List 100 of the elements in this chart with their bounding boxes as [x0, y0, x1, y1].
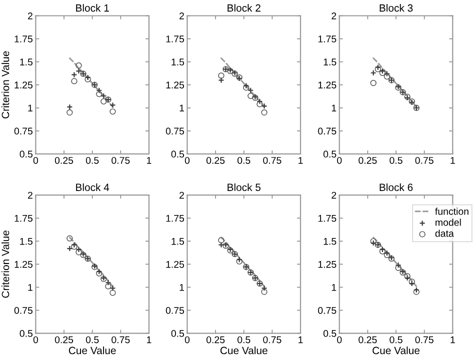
y-tick-label: 0.75	[14, 128, 33, 135]
chart-title: Block 1	[76, 4, 109, 12]
y-tick-label: 1.25	[14, 260, 33, 268]
point	[395, 262, 402, 268]
line-series	[68, 236, 114, 288]
x-tick-label: 0.25	[54, 336, 74, 344]
point	[384, 70, 390, 77]
x-axis-title: Cue Value	[220, 346, 268, 354]
point	[256, 98, 263, 104]
chart-title: Block 2	[228, 4, 260, 12]
x-axis-title: Cue Value	[372, 346, 420, 354]
y-tick-label: 1	[28, 284, 32, 291]
x-tick-label: 1	[147, 336, 152, 344]
y-tick-label: 1.75	[318, 36, 336, 42]
point	[218, 242, 224, 248]
line-series	[68, 57, 114, 108]
y-tick-label: 1	[332, 284, 336, 291]
x-tick-label: 0	[33, 156, 38, 164]
y-tick-label: 2	[332, 12, 336, 20]
chart-title: Block 5	[228, 183, 261, 192]
point	[96, 87, 102, 94]
y-tick-label: 1.5	[20, 238, 33, 245]
y-tick-label: 1.25	[318, 260, 336, 268]
y-tick-label: 1.75	[318, 214, 336, 222]
point	[261, 102, 268, 110]
y-tick-label: 0.75	[318, 307, 336, 314]
x-axis-title: Cue Value	[68, 346, 116, 354]
point	[218, 77, 224, 84]
legend-label: data	[435, 230, 454, 237]
x-tick-label: 1	[147, 157, 152, 164]
y-tick-label: 1.75	[166, 36, 184, 42]
y-tick-label: 1.75	[14, 36, 33, 42]
x-tick-label: 0.25	[358, 156, 377, 164]
y-axis-title: Criterion Value	[2, 230, 10, 298]
x-tick-label: 0.25	[206, 156, 225, 164]
x-tick-label: 0.75	[263, 156, 282, 164]
y-axis-title: Criterion Value	[2, 51, 10, 118]
y-tick-label: 0.75	[166, 307, 184, 314]
point	[100, 92, 107, 99]
chart-title: Block 6	[380, 183, 413, 192]
y-tick-label: 0.75	[318, 128, 336, 135]
y-tick-label: 0.75	[14, 307, 33, 314]
x-tick-label: 0	[33, 336, 38, 344]
y-tick-label: 2	[28, 192, 32, 199]
x-tick-label: 1	[298, 157, 303, 164]
chart-title: Block 3	[380, 4, 413, 12]
x-tick-label: 1	[450, 157, 455, 164]
x-tick-label: 0.5	[390, 336, 402, 344]
y-tick-label: 0.5	[171, 150, 184, 158]
y-tick-label: 1.5	[324, 58, 336, 66]
point	[261, 285, 268, 292]
x-tick-label: 0	[184, 156, 190, 164]
y-tick-label: 1.75	[166, 214, 184, 222]
line-series	[220, 57, 266, 108]
point	[248, 87, 254, 94]
y-tick-label: 0.5	[171, 330, 184, 337]
legend-label: function	[435, 208, 468, 215]
y-tick-label: 2	[180, 192, 184, 199]
x-tick-label: 0.75	[112, 156, 130, 164]
y-tick-label: 2	[180, 12, 184, 20]
y-tick-label: 2	[28, 12, 32, 20]
x-tick-label: 0.75	[415, 336, 434, 344]
point	[76, 246, 82, 253]
legend-label: model	[436, 218, 461, 226]
x-tick-label: 0.5	[390, 156, 402, 164]
x-tick-label: 0.5	[86, 156, 99, 164]
y-tick-label: 1	[180, 284, 184, 291]
point	[110, 102, 116, 108]
x-tick-label: 0.75	[415, 156, 434, 164]
x-tick-label: 0.25	[206, 336, 225, 344]
x-tick-label: 0.25	[54, 156, 74, 164]
point	[105, 280, 112, 286]
x-tick-label: 1	[450, 336, 455, 344]
y-tick-label: 0.5	[20, 330, 33, 337]
x-tick-label: 0.75	[112, 336, 130, 344]
x-tick-label: 0.5	[86, 336, 99, 344]
x-tick-label: 0.25	[358, 336, 377, 344]
x-tick-label: 1	[298, 336, 303, 344]
point	[66, 104, 73, 110]
y-tick-label: 2	[332, 192, 336, 199]
y-tick-label: 1.25	[166, 82, 184, 88]
y-tick-label: 1	[180, 104, 184, 112]
y-tick-label: 1.5	[324, 238, 336, 245]
y-tick-label: 0.5	[323, 150, 336, 158]
y-tick-label: 0.5	[20, 150, 33, 158]
y-tick-label: 0.75	[166, 128, 184, 135]
y-tick-label: 1	[28, 104, 32, 112]
y-tick-label: 1.25	[318, 82, 336, 88]
chart-title: Block 4	[76, 183, 110, 192]
y-tick-label: 1.5	[172, 238, 184, 245]
y-tick-label: 0.5	[323, 330, 336, 337]
y-tick-label: 1.25	[14, 82, 33, 88]
x-tick-label: 0	[337, 156, 342, 164]
y-tick-label: 1.5	[20, 58, 33, 66]
point	[370, 70, 376, 76]
line-series	[372, 236, 418, 288]
x-tick-label: 0.5	[237, 336, 250, 344]
x-tick-label: 0.5	[237, 156, 250, 164]
line-series	[220, 236, 266, 288]
x-tick-label: 0	[337, 336, 342, 344]
